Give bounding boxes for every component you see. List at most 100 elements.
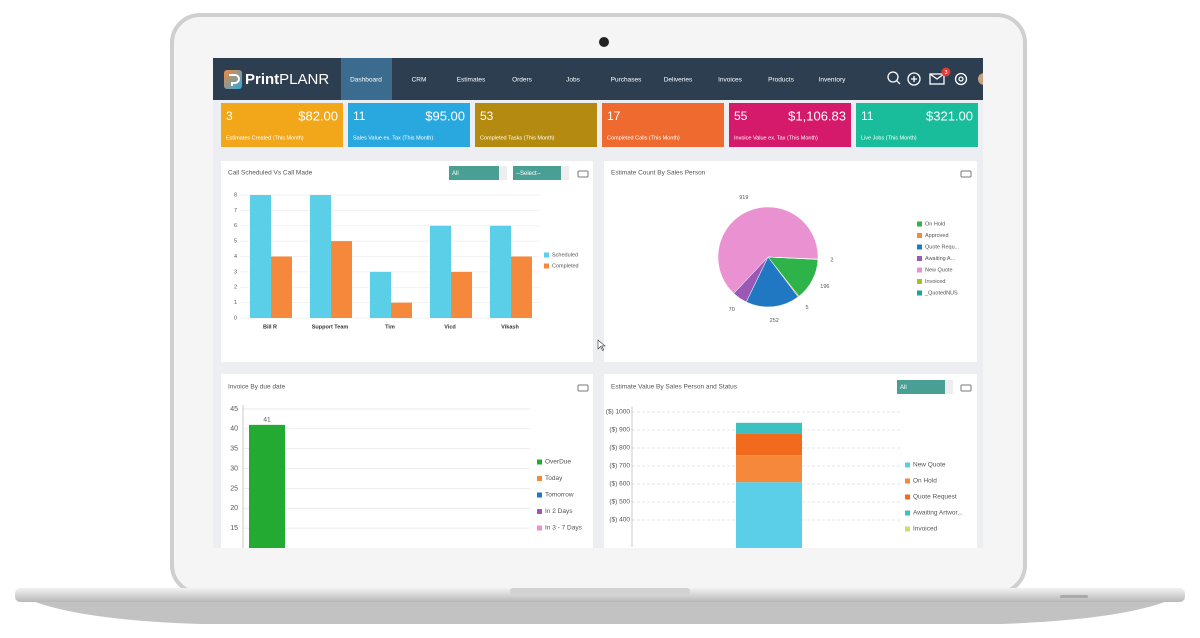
legend-swatch	[905, 478, 910, 484]
legend-label[interactable]: Approved	[925, 233, 949, 239]
bar	[736, 422, 802, 434]
stat-tile[interactable]	[602, 103, 724, 147]
nav-item[interactable]: Invoices	[718, 77, 743, 84]
value-label: 196	[820, 284, 829, 290]
nav-item[interactable]: Jobs	[566, 77, 580, 84]
y-tick-label: 25	[230, 485, 238, 492]
legend-swatch	[537, 476, 542, 481]
legend-swatch	[917, 233, 922, 238]
y-tick-label: 8	[234, 192, 237, 198]
stat-tile[interactable]	[856, 103, 978, 147]
legend-label[interactable]: Today	[545, 475, 563, 482]
legend-label[interactable]: In 3 - 7 Days	[545, 525, 583, 532]
tile-count: 3	[226, 109, 233, 123]
stat-tile[interactable]	[221, 103, 343, 147]
legend-label[interactable]: _QuotedNUS	[924, 290, 958, 296]
nav-item[interactable]: Orders	[512, 77, 533, 84]
y-tick-label: ($) 700	[609, 463, 630, 470]
legend-label[interactable]: Quote Requ...	[925, 244, 960, 250]
y-tick-label: ($) 600	[609, 481, 630, 488]
bar	[391, 302, 412, 318]
bar	[249, 424, 285, 548]
tile-count: 53	[480, 109, 494, 123]
y-tick-label: 3	[234, 269, 237, 275]
dropdown[interactable]	[513, 166, 569, 180]
print-icon[interactable]	[960, 170, 972, 178]
dropdown-value: All	[900, 385, 907, 391]
legend-swatch	[537, 525, 542, 531]
nav-item[interactable]: Products	[768, 77, 794, 84]
y-tick-label: 15	[230, 525, 238, 532]
tile-value: $321.00	[926, 108, 973, 123]
legend-label[interactable]: OverDue	[545, 459, 571, 466]
tile-label: Completed Tasks (This Month)	[480, 135, 555, 141]
bar	[430, 225, 451, 318]
print-icon[interactable]	[960, 384, 972, 392]
bar	[736, 433, 802, 456]
legend-label[interactable]: In 2 Days	[545, 508, 573, 515]
nav-item[interactable]: Inventory	[819, 77, 846, 84]
legend-label[interactable]: On Hold	[913, 478, 937, 485]
nav-item[interactable]: Dashboard	[350, 77, 382, 84]
stat-tile[interactable]	[729, 103, 851, 147]
y-tick-label: 5	[234, 239, 237, 245]
nav-item[interactable]: Deliveries	[664, 77, 693, 84]
legend-swatch	[917, 279, 922, 284]
dropdown-arrow	[499, 166, 507, 180]
legend-label[interactable]: On Hold	[925, 221, 945, 227]
x-tick-label: Support Team	[312, 324, 349, 330]
legend-label[interactable]: New Quote	[913, 462, 946, 469]
stat-tile[interactable]	[348, 103, 470, 147]
settings-icon[interactable]	[954, 72, 968, 86]
logo-glyph	[229, 74, 240, 86]
dropdown[interactable]	[897, 380, 953, 394]
nav-item[interactable]: Purchases	[611, 77, 642, 84]
tile-label: Sales Value ex. Tax (This Month)	[353, 135, 433, 141]
legend-label[interactable]: Quote Request	[913, 494, 957, 501]
tile-count: 17	[607, 109, 621, 123]
print-icon[interactable]	[577, 170, 589, 178]
legend-label[interactable]: Awaiting Artwor...	[913, 510, 963, 517]
legend-label[interactable]: Tomorrow	[545, 492, 574, 499]
legend-swatch	[905, 462, 910, 468]
y-tick-label: ($) 900	[609, 427, 630, 434]
tile-count: 11	[353, 109, 366, 123]
legend-label[interactable]: Awaiting A...	[925, 256, 956, 262]
nav-item[interactable]: CRM	[412, 77, 427, 84]
tile-label: Invoice Value ex. Tax (This Month)	[734, 135, 818, 141]
tile-label: Completed Calls (This Month)	[607, 135, 680, 141]
bar	[511, 256, 532, 318]
bar	[736, 455, 802, 483]
legend-label[interactable]: Invoiced	[925, 279, 946, 285]
avatar[interactable]	[978, 73, 990, 85]
stat-tile[interactable]	[475, 103, 597, 147]
x-tick-label: Bill R	[263, 324, 277, 330]
screen: PrintPLANR 3 All --Select--	[213, 58, 990, 548]
nav-item[interactable]: Estimates	[457, 77, 486, 84]
value-label: 5	[806, 305, 809, 311]
legend-swatch	[905, 510, 910, 516]
y-tick-label: 40	[230, 426, 238, 433]
y-tick-label: 45	[230, 406, 238, 413]
dropdown-arrow	[945, 380, 953, 394]
brand[interactable]: PrintPLANR	[245, 71, 329, 88]
legend-label[interactable]: New Quote	[925, 267, 953, 273]
dropdown[interactable]	[449, 166, 507, 180]
legend-label[interactable]: Invoiced	[913, 526, 938, 533]
add-icon[interactable]	[907, 72, 921, 86]
dropdown-value: --Select--	[516, 171, 541, 177]
legend-label[interactable]: Scheduled	[552, 252, 578, 258]
mail-icon[interactable]	[929, 73, 945, 85]
bar	[331, 241, 352, 318]
legend-swatch	[537, 459, 542, 465]
y-tick-label: ($) 1000	[606, 409, 631, 416]
pie-slice	[717, 206, 819, 294]
search-icon[interactable]	[887, 71, 899, 83]
y-tick-label: ($) 500	[609, 499, 630, 506]
legend-label[interactable]: Completed	[552, 263, 579, 269]
base-notch	[510, 588, 690, 595]
mouse-cursor	[597, 339, 606, 351]
print-icons	[577, 170, 972, 392]
print-icon[interactable]	[577, 384, 589, 392]
